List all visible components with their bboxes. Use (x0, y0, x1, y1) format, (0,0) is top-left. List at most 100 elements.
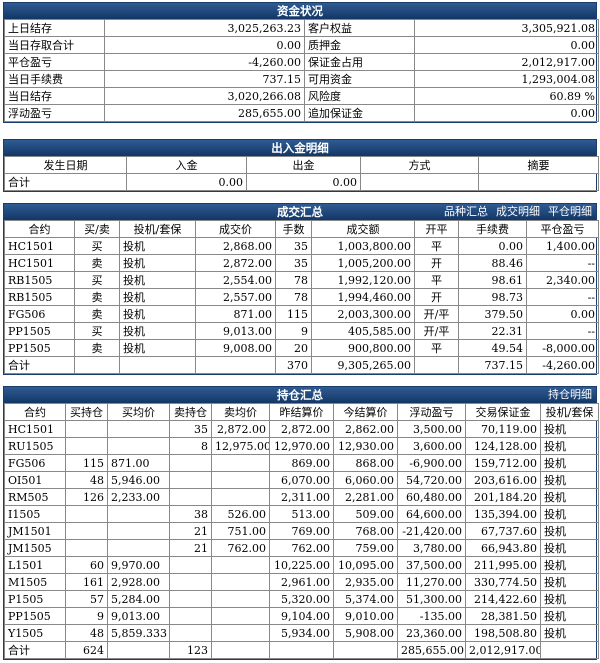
positions-cell: 投机 (540, 505, 599, 523)
trades-cell: 9 (275, 322, 312, 340)
positions-cell: 12,930.00 (333, 437, 398, 455)
trades-link[interactable]: 平仓明细 (548, 205, 592, 218)
positions-cell: 9,104.00 (269, 607, 334, 625)
positions-links: 持仓明细 (540, 387, 592, 403)
funds-value: 3,020,266.08 (104, 87, 305, 105)
trades-cell: 88.46 (458, 254, 527, 272)
positions-cell: 2,872.00 (211, 420, 270, 438)
positions-cell: 67,737.60 (465, 522, 541, 540)
trades-cell: 投机 (119, 305, 196, 323)
trades-cell: PP1505 (4, 339, 75, 357)
positions-cell: FG506 (4, 454, 66, 472)
positions-cell: 投机 (540, 471, 599, 489)
deposits-total-in: 0.00 (126, 173, 247, 191)
trades-column-header: 投机/套保 (119, 220, 196, 238)
funds-value: 60.89 % (414, 87, 599, 105)
trades-cell: FG506 (4, 305, 75, 323)
trades-cell: 35 (275, 237, 312, 255)
positions-cell: 768.00 (333, 522, 398, 540)
positions-cell: 869.00 (269, 454, 334, 472)
positions-cell: 126 (65, 488, 108, 506)
positions-cell: 投机 (540, 539, 599, 557)
trades-cell: 2,340.00 (526, 271, 599, 289)
positions-cell: 115 (65, 454, 108, 472)
positions-cell: 投机 (540, 607, 599, 625)
trades-cell: 78 (275, 271, 312, 289)
positions-cell (107, 505, 170, 523)
funds-value: 0.00 (414, 104, 599, 122)
trades-row: RB1505 卖投机 2,557.00 78 1,994,460.00 开 98.73 -- (4, 288, 599, 306)
positions-total-cell (269, 641, 334, 659)
positions-cell (65, 437, 108, 455)
positions-cell (211, 590, 270, 608)
positions-cell: 37,500.00 (397, 556, 466, 574)
positions-cell: 762.00 (211, 539, 270, 557)
funds-value: 0.00 (414, 36, 599, 54)
positions-cell: 214,422.60 (465, 590, 541, 608)
trades-link[interactable]: 成交明细 (496, 205, 540, 218)
positions-total-cell: 624 (65, 641, 108, 659)
trades-cell: 35 (275, 254, 312, 272)
positions-cell: 5,946.00 (107, 471, 170, 489)
trades-cell: 78 (275, 288, 312, 306)
trades-total-row: 合计 370 9,305,265.00 737.15 -4,260.00 (4, 356, 599, 374)
trades-cell: 卖 (74, 254, 120, 272)
trades-cell: 49.54 (458, 339, 527, 357)
positions-cell (169, 556, 212, 574)
trades-cell: RB1505 (4, 288, 75, 306)
trades-column-header: 手数 (275, 220, 312, 238)
positions-cell (107, 539, 170, 557)
trades-row: RB1505 买投机 2,554.00 78 1,992,120.00 平 98.61 2,3… (4, 271, 599, 289)
positions-cell: 54,720.00 (397, 471, 466, 489)
positions-cell: RM505 (4, 488, 66, 506)
positions-cell: 509.00 (333, 505, 398, 523)
funds-label: 保证金占用 (304, 53, 415, 71)
positions-cell: 3,780.00 (397, 539, 466, 557)
trades-link[interactable]: 品种汇总 (444, 205, 488, 218)
deposits-column-header: 发生日期 (4, 156, 127, 174)
trades-cell: -- (526, 322, 599, 340)
trades-cell: 1,003,800.00 (311, 237, 415, 255)
positions-cell: 38 (169, 505, 212, 523)
positions-cell: 48 (65, 624, 108, 642)
trades-cell: 1,005,200.00 (311, 254, 415, 272)
positions-cell: 201,184.20 (465, 488, 541, 506)
positions-title-bar: 持仓汇总 持仓明细 (4, 387, 596, 403)
positions-cell: 203,616.00 (465, 471, 541, 489)
positions-cell: 759.00 (333, 539, 398, 557)
positions-cell: 10,095.00 (333, 556, 398, 574)
trades-column-header: 成交价 (195, 220, 276, 238)
positions-cell (169, 488, 212, 506)
trades-total-cell (74, 356, 120, 374)
trades-cell: 98.61 (458, 271, 527, 289)
positions-total-cell (107, 641, 170, 659)
trades-cell: 900,800.00 (311, 339, 415, 357)
trades-cell: 开/平 (414, 305, 459, 323)
positions-cell: 70,119.00 (465, 420, 541, 438)
funds-label: 浮动盈亏 (4, 104, 105, 122)
positions-cell: 投机 (540, 454, 599, 472)
positions-link[interactable]: 持仓明细 (548, 388, 592, 401)
trades-column-header: 开平 (414, 220, 459, 238)
trades-row: FG506 卖投机 871.00 115 2,003,300.00 开/平 379.50 0.… (4, 305, 599, 323)
positions-cell: 871.00 (107, 454, 170, 472)
trades-column-header: 买/卖 (74, 220, 120, 238)
positions-column-header: 投机/套保 (540, 403, 599, 421)
positions-cell (65, 420, 108, 438)
trades-cell: 平 (414, 237, 459, 255)
positions-cell: 2,961.00 (269, 573, 334, 591)
positions-total-row: 合计 624 123 285,655.00 2,012,917.00 (4, 641, 599, 659)
deposits-table: 发生日期 入金 出金 方式 摘要 合计 0.00 0.00 (4, 156, 599, 191)
positions-cell (107, 522, 170, 540)
positions-cell: 159,712.00 (465, 454, 541, 472)
trades-cell: 买 (74, 237, 120, 255)
trades-column-header: 平仓盈亏 (526, 220, 599, 238)
positions-cell: 35 (169, 420, 212, 438)
trades-total-cell: 370 (275, 356, 312, 374)
positions-cell: 868.00 (333, 454, 398, 472)
positions-cell: HC1501 (4, 420, 66, 438)
positions-cell (65, 522, 108, 540)
positions-cell: 28,381.50 (465, 607, 541, 625)
funds-row: 当日存取合计 0.00 质押金 0.00 (4, 36, 599, 54)
positions-cell: 2,862.00 (333, 420, 398, 438)
